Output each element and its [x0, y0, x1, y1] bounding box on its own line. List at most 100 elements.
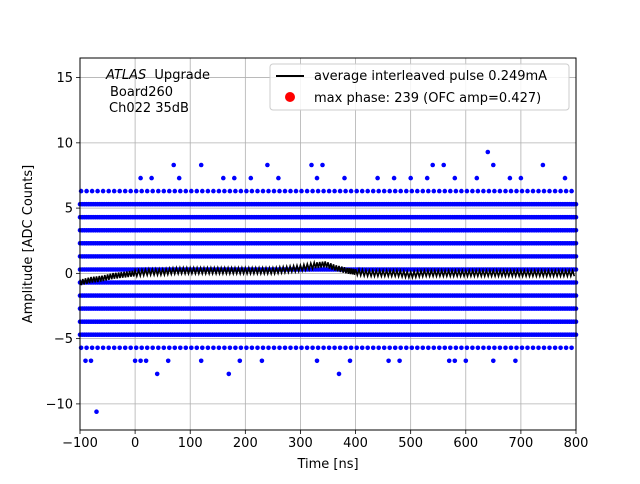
x-tick-label: 200: [233, 436, 258, 451]
sample-point: [315, 345, 321, 351]
sample-point: [558, 188, 563, 194]
sample-point: [508, 345, 514, 351]
sample-point: [446, 358, 452, 364]
sample-point: [150, 345, 155, 351]
sample-point: [541, 188, 547, 194]
sample-point: [424, 175, 430, 181]
sample-point: [178, 345, 183, 351]
sample-point: [562, 175, 568, 181]
sample-point: [337, 345, 343, 351]
sample-point: [475, 345, 481, 351]
sample-point: [426, 188, 431, 194]
sample-point: [420, 188, 426, 194]
sample-point: [375, 175, 380, 181]
sample-point: [336, 371, 342, 377]
sample-point: [404, 345, 409, 351]
sample-point: [205, 345, 211, 351]
sample-point: [354, 188, 360, 194]
legend-box: [269, 63, 570, 111]
sample-point: [156, 345, 161, 351]
sample-point: [189, 345, 194, 351]
sample-point: [503, 188, 508, 194]
sample-point: [111, 188, 117, 194]
sample-point: [536, 188, 541, 194]
sample-point: [337, 188, 343, 194]
x-tick-label: 800: [564, 436, 589, 451]
axis-ticks: −100 0 100 200 300 400 500 600 700 800 −10 −5 0 5 10 15: [46, 71, 589, 451]
sample-point: [78, 345, 84, 351]
sample-point: [415, 345, 420, 351]
sample-point: [398, 188, 404, 194]
sample-point: [491, 162, 496, 168]
sample-point: [359, 188, 365, 194]
sample-point: [259, 358, 265, 364]
sample-point: [95, 345, 100, 351]
sample-point: [156, 188, 161, 194]
sample-point: [282, 345, 288, 351]
sample-point: [442, 188, 448, 194]
sample-point: [315, 188, 321, 194]
sample-point: [441, 162, 447, 168]
sample-point: [83, 358, 88, 364]
sample-point: [563, 188, 569, 194]
sample-point: [552, 188, 558, 194]
sample-point: [437, 345, 442, 351]
sample-point: [431, 188, 437, 194]
sample-point: [437, 188, 442, 194]
sample-point: [150, 188, 155, 194]
sample-point: [398, 345, 404, 351]
sample-point: [238, 188, 244, 194]
sample-point: [144, 188, 150, 194]
sample-point: [541, 345, 547, 351]
sample-point: [165, 358, 171, 364]
sample-point: [552, 345, 558, 351]
sample-point: [470, 188, 475, 194]
sample-point: [563, 345, 569, 351]
sample-point: [122, 345, 128, 351]
sample-point: [260, 345, 266, 351]
sample-point: [95, 188, 100, 194]
sample-point: [397, 358, 402, 364]
sample-point: [370, 188, 376, 194]
sample-point: [547, 188, 552, 194]
sample-point: [452, 358, 458, 364]
sample-point: [348, 345, 354, 351]
sample-point: [200, 188, 205, 194]
sample-point: [167, 188, 172, 194]
sample-point: [431, 345, 437, 351]
sample-point: [216, 345, 222, 351]
sample-point: [547, 345, 552, 351]
sample-point: [525, 345, 530, 351]
sample-point: [211, 188, 216, 194]
sample-point: [519, 345, 525, 351]
sample-point: [271, 188, 277, 194]
sample-point: [452, 175, 458, 181]
sample-point: [430, 162, 436, 168]
sample-point: [265, 162, 270, 168]
sample-point: [304, 188, 310, 194]
sample-point: [569, 345, 574, 351]
sample-point: [282, 188, 288, 194]
sample-point: [503, 345, 508, 351]
sample-point: [216, 188, 222, 194]
sample-point: [237, 358, 243, 364]
sample-point: [84, 188, 89, 194]
sample-point: [167, 345, 172, 351]
sample-point: [304, 345, 310, 351]
y-tick-label: −10: [46, 397, 73, 412]
sample-point: [171, 162, 176, 168]
sample-point: [513, 358, 518, 364]
sample-point: [426, 345, 431, 351]
y-tick-label: 0: [65, 267, 73, 282]
sample-point: [387, 345, 393, 351]
sample-point: [343, 188, 348, 194]
sample-point: [293, 345, 299, 351]
legend-entry-max-phase: max phase: 239 (OFC amp=0.427): [314, 91, 541, 106]
sample-point: [475, 188, 481, 194]
sample-point: [381, 188, 387, 194]
sample-point: [132, 358, 138, 364]
sample-point: [314, 358, 320, 364]
sample-point: [464, 188, 470, 194]
sample-point: [183, 345, 189, 351]
sample-point: [154, 371, 160, 377]
